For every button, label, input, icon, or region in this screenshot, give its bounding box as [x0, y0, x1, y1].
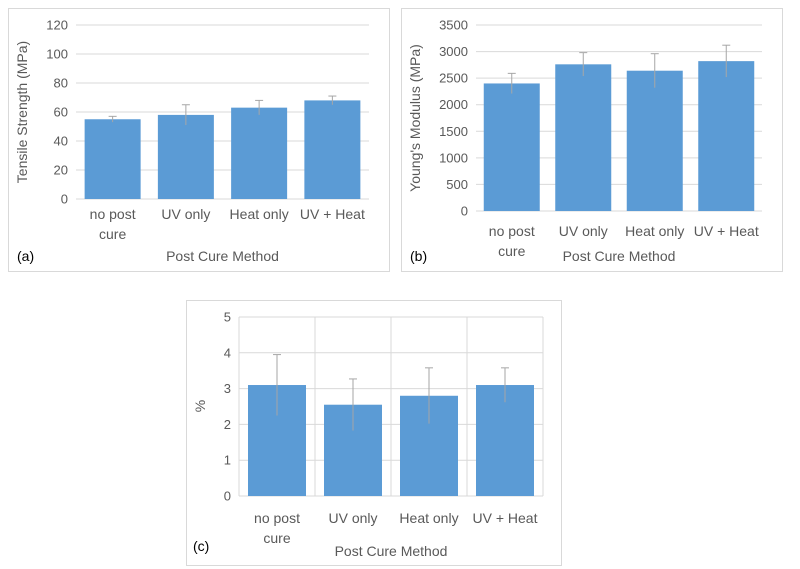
y-tick-label: 3500	[439, 18, 468, 33]
y-tick-label: 100	[46, 47, 68, 62]
x-tick-label: cure	[263, 530, 290, 546]
y-axis-title: %	[192, 400, 208, 412]
chart-panel-a: 0 20 40 60 80 100 120 no post cure UV only Heat on…	[8, 8, 390, 272]
panel-label: (a)	[17, 248, 34, 264]
y-tick-label: 3	[224, 381, 231, 396]
x-tick-label: Heat only	[399, 510, 458, 526]
y-tick-label: 500	[446, 177, 468, 192]
x-axis-title: Post Cure Method	[335, 543, 448, 559]
y-tick-label: 2500	[439, 71, 468, 86]
y-tick-label: 1	[224, 453, 231, 468]
bar	[483, 83, 540, 211]
bar	[476, 385, 534, 496]
x-tick-label: UV only	[559, 223, 608, 239]
panel-label: (c)	[193, 538, 209, 554]
y-tick-label: 60	[54, 105, 68, 120]
y-tick-label: 0	[461, 204, 468, 219]
chart-panel-b: 0 500 1000 1500 2000 2500 3000 3500 no post cure U…	[401, 8, 783, 272]
x-tick-label: cure	[498, 243, 525, 259]
x-tick-label: Heat only	[625, 223, 684, 239]
y-tick-label: 5	[224, 310, 231, 325]
y-tick-label: 0	[61, 192, 68, 207]
x-tick-label: UV + Heat	[473, 510, 538, 526]
bar	[157, 114, 214, 199]
y-tick-label: 1500	[439, 124, 468, 139]
x-tick-label: cure	[99, 226, 126, 242]
y-tick-label: 2	[224, 417, 231, 432]
x-tick-label: Heat only	[230, 206, 289, 222]
y-tick-label: 2000	[439, 97, 468, 112]
y-tick-label: 3000	[439, 44, 468, 59]
x-tick-label: UV only	[161, 206, 210, 222]
bar	[231, 107, 288, 199]
bar	[626, 70, 683, 212]
bar	[698, 61, 755, 211]
y-axis-title: Young's Modulus (MPa)	[407, 44, 423, 192]
y-tick-label: 80	[54, 76, 68, 91]
bar	[555, 64, 612, 211]
y-tick-label: 20	[54, 163, 68, 178]
x-tick-label: UV + Heat	[694, 223, 759, 239]
x-tick-label: no post	[489, 223, 535, 239]
y-tick-label: 40	[54, 134, 68, 149]
bar	[304, 100, 361, 199]
x-tick-label: UV only	[328, 510, 377, 526]
x-axis-title: Post Cure Method	[563, 248, 676, 264]
y-axis-title: Tensile Strength (MPa)	[14, 41, 30, 183]
y-tick-label: 0	[224, 489, 231, 504]
y-tick-label: 1000	[439, 150, 468, 165]
x-tick-label: no post	[254, 510, 300, 526]
y-tick-label: 120	[46, 18, 68, 33]
chart-svg: 0 500 1000 1500 2000 2500 3000 3500 no post cure U…	[407, 18, 762, 264]
chart-svg: 0 20 40 60 80 100 120 no post cure UV only Heat on…	[14, 18, 369, 264]
chart-panel-c: 0 1 2 3 4 5 no post cure UV only Heat only UV + He…	[186, 300, 562, 566]
x-tick-label: no post	[90, 206, 136, 222]
x-tick-label: UV + Heat	[300, 206, 365, 222]
chart-svg: 0 1 2 3 4 5 no post cure UV only Heat only UV + He…	[192, 310, 544, 559]
y-tick-label: 4	[224, 345, 231, 360]
x-axis-title: Post Cure Method	[166, 248, 279, 264]
panel-label: (b)	[410, 248, 427, 264]
bar	[84, 119, 141, 199]
